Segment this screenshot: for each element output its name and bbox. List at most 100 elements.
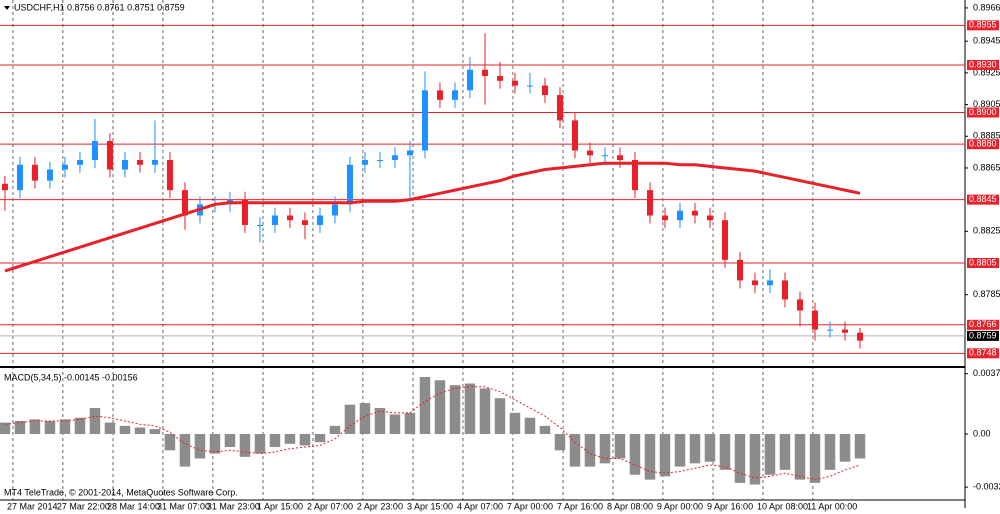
candle-body bbox=[841, 329, 848, 333]
candle-body bbox=[676, 210, 683, 221]
macd-bar bbox=[809, 434, 821, 483]
y-tick-label: 0.8825 bbox=[973, 226, 1000, 236]
candle-body bbox=[331, 204, 338, 216]
macd-bar bbox=[539, 425, 551, 435]
macd-bar bbox=[119, 425, 131, 435]
level-label: 0.8880 bbox=[969, 139, 997, 149]
x-tick-label: 27 Mar 22:00 bbox=[57, 501, 110, 511]
macd-bar bbox=[29, 419, 41, 435]
macd-bar bbox=[509, 412, 521, 435]
x-tick-label: 27 Mar 2014 bbox=[7, 501, 58, 511]
x-tick-label: 9 Apr 16:00 bbox=[707, 501, 753, 511]
x-tick-label: 7 Apr 00:00 bbox=[507, 501, 553, 511]
candle-body bbox=[361, 160, 368, 165]
candle-body bbox=[466, 69, 473, 91]
x-tick-label: 1 Apr 15:00 bbox=[257, 501, 303, 511]
candle-body bbox=[751, 280, 758, 286]
macd-bar bbox=[0, 422, 11, 435]
level-label-box bbox=[967, 319, 999, 330]
candle-body bbox=[436, 90, 443, 100]
y-tick-label: 0.8865 bbox=[973, 162, 1000, 172]
y-tick-label: -0.00326 bbox=[973, 482, 1000, 492]
candle-body bbox=[316, 215, 323, 225]
macd-bar bbox=[179, 434, 191, 467]
macd-bar bbox=[284, 434, 296, 444]
candle-body bbox=[826, 329, 833, 331]
candle-body bbox=[736, 259, 743, 281]
y-tick-label: 0.8885 bbox=[973, 131, 1000, 141]
macd-bar bbox=[479, 388, 491, 435]
macd-bar bbox=[149, 429, 161, 435]
candle-body bbox=[181, 190, 188, 216]
level-label-box bbox=[967, 348, 999, 359]
candle-body bbox=[556, 95, 563, 121]
level-label: 0.8900 bbox=[969, 107, 997, 117]
candle-body bbox=[76, 160, 83, 165]
macd-bar bbox=[224, 434, 236, 448]
y-tick-label: 0.00 bbox=[973, 428, 991, 438]
copyright: MT4 TeleTrade, © 2001-2014, MetaQuotes S… bbox=[4, 487, 238, 497]
candle-body bbox=[166, 160, 173, 191]
level-label-box bbox=[967, 59, 999, 70]
level-label: 0.8805 bbox=[969, 257, 997, 267]
current-price-label: 0.8759 bbox=[969, 330, 997, 340]
macd-bar bbox=[254, 434, 266, 454]
candle-body bbox=[46, 169, 53, 181]
candle-body bbox=[781, 280, 788, 300]
level-label-box bbox=[967, 139, 999, 150]
x-tick-label: 11 Apr 00:00 bbox=[807, 501, 857, 511]
candle-body bbox=[256, 224, 263, 226]
x-tick-label: 10 Apr 08:00 bbox=[757, 501, 808, 511]
candle-body bbox=[586, 150, 593, 156]
candle-body bbox=[541, 85, 548, 96]
macd-bar bbox=[269, 434, 281, 448]
macd-bar bbox=[389, 414, 401, 435]
macd-bar bbox=[779, 434, 791, 470]
macd-bar bbox=[599, 434, 611, 464]
candle-body bbox=[1, 183, 8, 191]
candle-body bbox=[121, 160, 128, 170]
x-tick-label: 7 Apr 16:00 bbox=[557, 501, 603, 511]
macd-bar bbox=[209, 434, 221, 454]
candle-body bbox=[16, 164, 23, 191]
candle-body bbox=[391, 155, 398, 161]
macd-bar bbox=[689, 434, 701, 464]
macd-bar bbox=[44, 420, 56, 435]
macd-bar bbox=[104, 422, 116, 435]
candle-body bbox=[136, 160, 143, 165]
level-label-box bbox=[967, 194, 999, 205]
candle-body bbox=[706, 215, 713, 221]
candle-body bbox=[451, 90, 458, 100]
macd-bar bbox=[404, 412, 416, 435]
macd-bar bbox=[839, 434, 851, 462]
macd-bar bbox=[704, 434, 716, 462]
candle-body bbox=[766, 280, 773, 286]
y-tick-label: 0.8966 bbox=[973, 2, 1000, 12]
macd-bar bbox=[434, 380, 446, 435]
macd-bar bbox=[674, 434, 686, 467]
x-tick-label: 2 Apr 23:00 bbox=[357, 501, 403, 511]
level-label-box bbox=[967, 258, 999, 269]
y-tick-label: 0.8925 bbox=[973, 67, 1000, 77]
candle-body bbox=[811, 310, 818, 330]
macd-bar bbox=[824, 434, 836, 470]
candle-body bbox=[616, 155, 623, 161]
macd-bar bbox=[74, 417, 86, 435]
moving-average bbox=[4, 161, 861, 273]
macd-bar bbox=[314, 434, 326, 443]
macd-bar bbox=[134, 427, 146, 435]
candle-body bbox=[691, 210, 698, 216]
macd-bar bbox=[749, 434, 761, 485]
y-tick-label: 0.8945 bbox=[973, 36, 1000, 46]
y-tick-label: 0.0037 bbox=[973, 368, 1000, 378]
candle-body bbox=[61, 164, 68, 170]
macd-bar bbox=[239, 434, 251, 457]
x-tick-label: 9 Apr 00:00 bbox=[657, 501, 703, 511]
y-tick-label: 0.8785 bbox=[973, 289, 1000, 299]
candle-body bbox=[601, 155, 608, 157]
macd-bar bbox=[719, 434, 731, 470]
macd-bar bbox=[629, 434, 641, 475]
macd-bar bbox=[524, 417, 536, 435]
macd-bar bbox=[614, 434, 626, 459]
